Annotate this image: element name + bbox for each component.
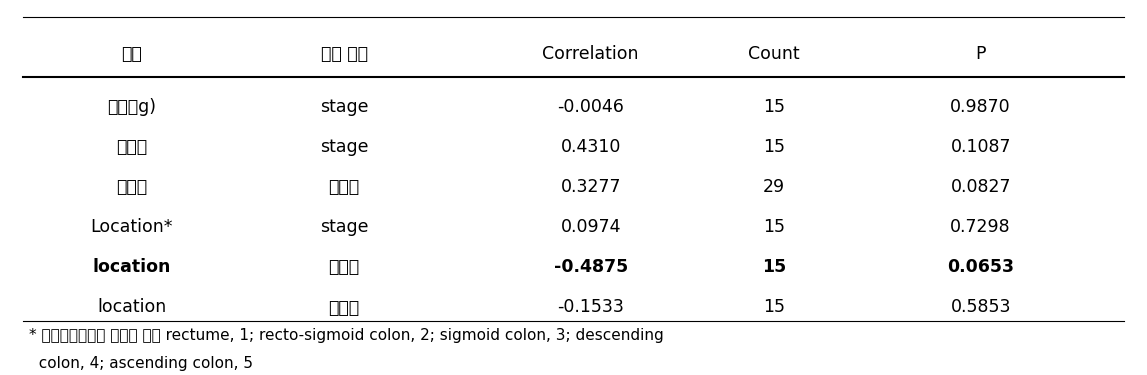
Text: location: location xyxy=(93,258,171,276)
Text: 15: 15 xyxy=(763,138,786,156)
Text: stage: stage xyxy=(320,98,368,116)
Text: -0.1533: -0.1533 xyxy=(557,298,624,316)
Text: 가공육: 가공육 xyxy=(116,178,148,196)
Text: 다른 변수: 다른 변수 xyxy=(321,45,367,63)
Text: Location*: Location* xyxy=(91,218,173,236)
Text: P: P xyxy=(975,45,986,63)
Text: 적색육g): 적색육g) xyxy=(108,98,156,116)
Text: 0.0653: 0.0653 xyxy=(947,258,1014,276)
Text: 29: 29 xyxy=(763,178,786,196)
Text: 0.1087: 0.1087 xyxy=(951,138,1011,156)
Text: 0.0827: 0.0827 xyxy=(951,178,1011,196)
Text: Count: Count xyxy=(748,45,801,63)
Text: 0.5853: 0.5853 xyxy=(951,298,1011,316)
Text: Correlation: Correlation xyxy=(543,45,639,63)
Text: 0.0974: 0.0974 xyxy=(561,218,621,236)
Text: 15: 15 xyxy=(763,298,786,316)
Text: 0.3277: 0.3277 xyxy=(561,178,621,196)
Text: -0.0046: -0.0046 xyxy=(557,98,624,116)
Text: stage: stage xyxy=(320,218,368,236)
Text: 15: 15 xyxy=(762,258,787,276)
Text: 0.4310: 0.4310 xyxy=(561,138,621,156)
Text: 적색육: 적색육 xyxy=(328,258,360,276)
Text: 가공육: 가공육 xyxy=(328,298,360,316)
Text: * 직장으로부터의 거리에 따라 rectume, 1; recto-sigmoid colon, 2; sigmoid colon, 3; descendin: * 직장으로부터의 거리에 따라 rectume, 1; recto-sigmo… xyxy=(29,328,663,343)
Text: 0.9870: 0.9870 xyxy=(951,98,1011,116)
Text: stage: stage xyxy=(320,138,368,156)
Text: location: location xyxy=(97,298,166,316)
Text: 변수: 변수 xyxy=(122,45,142,63)
Text: 가공육: 가공육 xyxy=(116,138,148,156)
Text: 15: 15 xyxy=(763,98,786,116)
Text: colon, 4; ascending colon, 5: colon, 4; ascending colon, 5 xyxy=(29,356,252,371)
Text: 적색육: 적색육 xyxy=(328,178,360,196)
Text: -0.4875: -0.4875 xyxy=(554,258,627,276)
Text: 15: 15 xyxy=(763,218,786,236)
Text: 0.7298: 0.7298 xyxy=(951,218,1011,236)
